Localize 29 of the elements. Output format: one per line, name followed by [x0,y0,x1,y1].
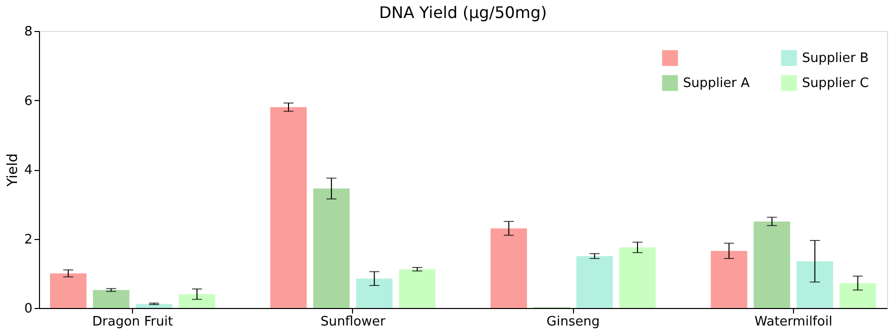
x-tick-label: Dragon Fruit [92,314,173,330]
bar [398,269,436,308]
bar [754,221,790,308]
legend-label: Supplier B [802,51,869,66]
y-tick-label: 6 [24,94,32,109]
y-tick-label: 8 [24,24,32,40]
bar [136,304,172,308]
bar [356,278,393,308]
y-tick-label: 2 [24,232,32,248]
y-tick-label: 4 [24,163,32,178]
bar [796,261,834,308]
y-axis-title: Yield [5,153,22,188]
bar [619,247,656,308]
legend-label: Supplier A [683,76,750,91]
bar [270,107,307,308]
bar [490,228,528,308]
bar [840,283,876,308]
chart-title: DNA Yield (µg/50mg) [379,3,547,22]
x-tick-label: Watermilfoil [754,314,832,330]
bar [178,294,216,308]
bar [313,188,350,308]
bar [50,273,86,308]
y-tick-label: 0 [24,302,32,316]
bar [92,290,130,308]
x-tick-label: Sunflower [320,314,386,330]
x-tick-label: Ginseng [546,314,600,330]
bar [576,256,613,308]
bar [710,250,748,308]
legend-label: Supplier C [802,76,869,91]
